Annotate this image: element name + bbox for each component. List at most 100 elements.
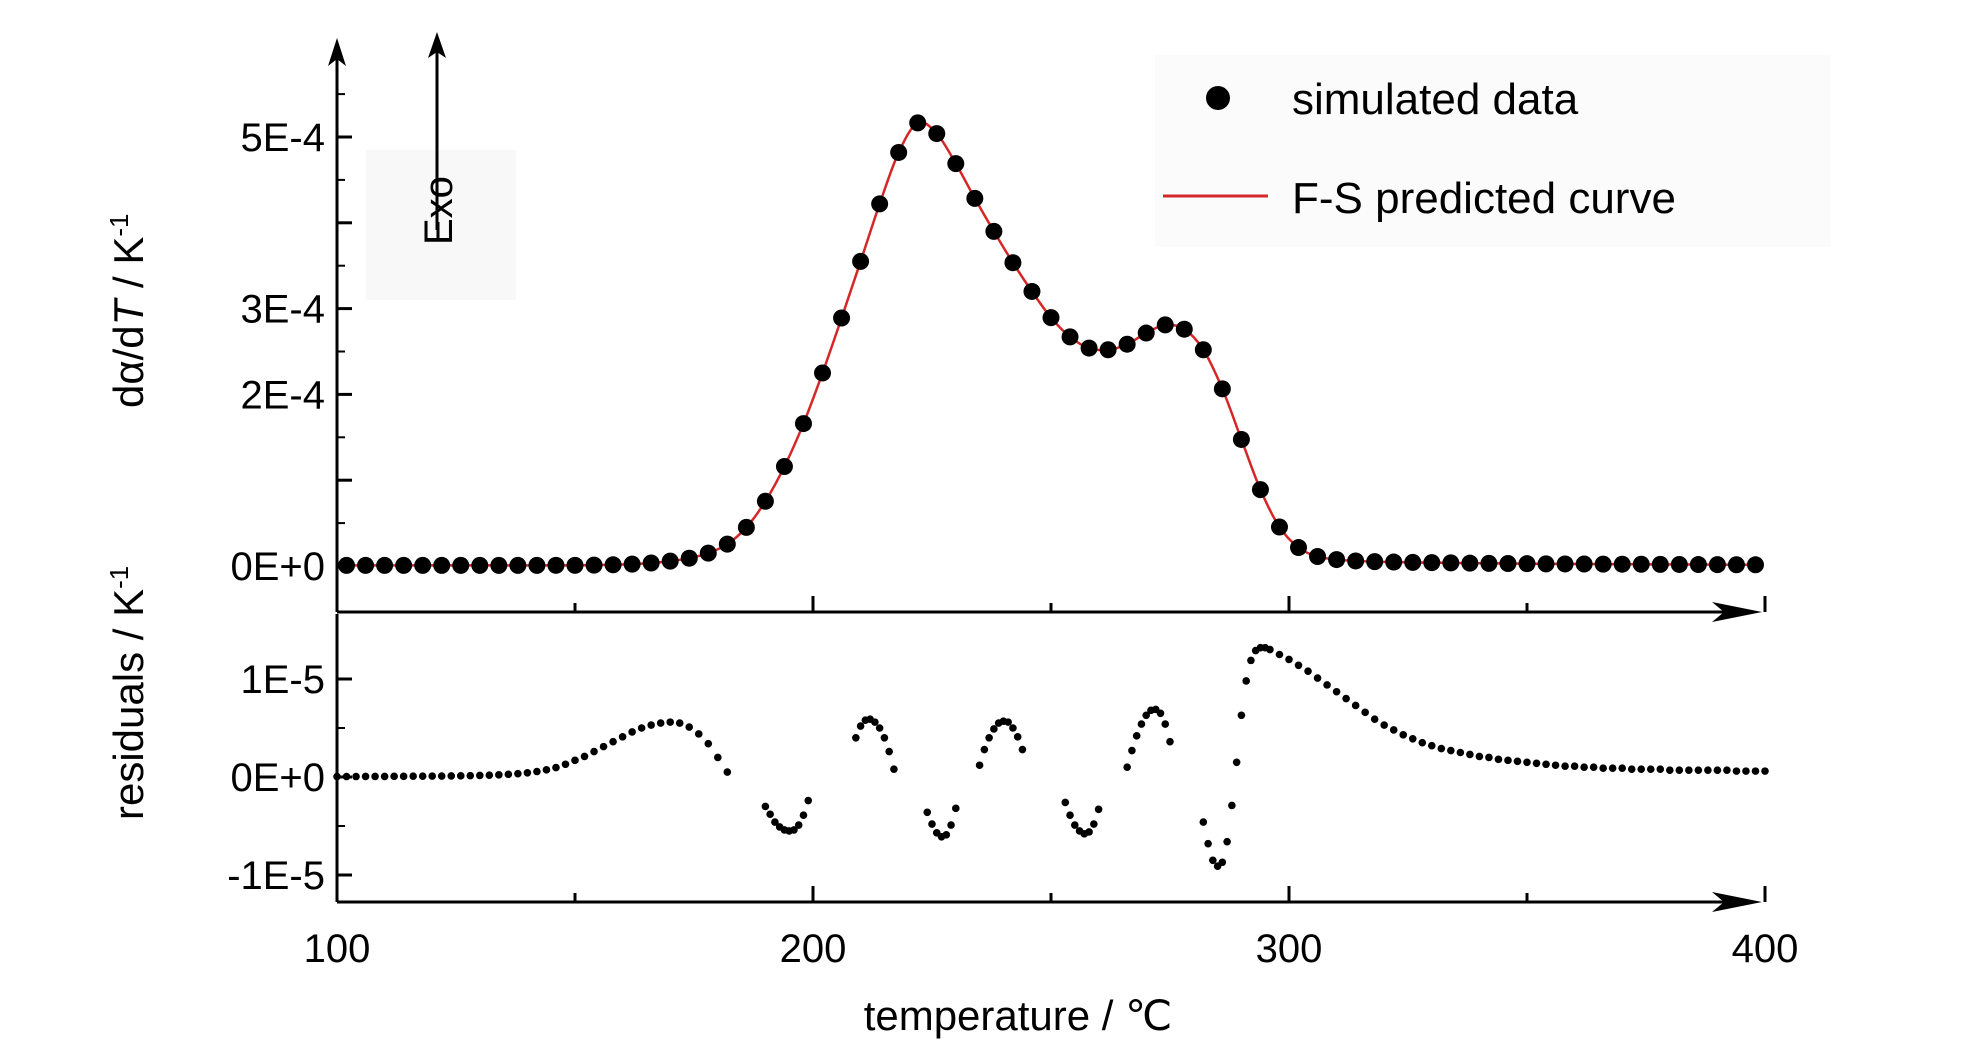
residual-point <box>1090 820 1098 828</box>
residual-point <box>856 722 865 730</box>
residual-point <box>437 772 446 780</box>
simulated-data-point <box>1004 254 1022 272</box>
simulated-data-point <box>452 556 470 574</box>
residual-point <box>1732 767 1741 775</box>
residual-point <box>928 820 936 828</box>
residual-point <box>618 733 627 741</box>
simulated-data-point <box>1061 328 1079 346</box>
simulated-data-point <box>718 535 736 553</box>
residual-point <box>1513 757 1522 766</box>
residual-point <box>880 734 889 742</box>
residual-point <box>947 821 955 829</box>
residual-point <box>1313 674 1322 682</box>
residual-point <box>1646 765 1655 773</box>
residual-point <box>456 772 465 780</box>
residual-point <box>1323 681 1331 689</box>
residual-point <box>1761 767 1769 775</box>
residual-point <box>1742 767 1750 775</box>
residual-point <box>1561 762 1569 771</box>
exo-arrow-head-icon <box>428 32 446 58</box>
residual-point <box>1066 811 1074 820</box>
residual-point <box>761 802 770 811</box>
residual-point <box>599 742 608 751</box>
residual-point <box>1608 764 1617 772</box>
residual-point <box>1666 766 1674 774</box>
legend-label-simulated-data: simulated data <box>1292 75 1579 124</box>
residual-point <box>1242 677 1250 685</box>
residual-point <box>523 768 532 777</box>
residual-point <box>1161 720 1170 728</box>
residual-point <box>1713 766 1722 774</box>
residual-point <box>1209 856 1217 865</box>
simulated-data-point <box>547 556 565 574</box>
simulated-data-point <box>433 556 451 574</box>
simulated-data-point <box>1442 554 1460 572</box>
residual-point <box>1166 737 1174 746</box>
simulated-data-point <box>490 556 508 574</box>
residual-point <box>1589 763 1598 771</box>
simulated-data-point <box>357 556 375 574</box>
residual-point <box>1123 763 1131 771</box>
top-y-tick-label: 3E-4 <box>241 288 326 332</box>
residual-point <box>1370 715 1379 723</box>
residual-point <box>590 747 598 756</box>
residual-point <box>1380 721 1388 729</box>
simulated-data-point <box>1270 518 1288 536</box>
residual-point <box>1599 764 1607 772</box>
simulated-data-point <box>1461 554 1479 572</box>
simulated-data-point <box>947 155 965 173</box>
simulated-data-point <box>1689 556 1707 574</box>
simulated-data-point <box>1366 553 1384 571</box>
x-tick-label: 200 <box>780 927 847 971</box>
simulated-data-point <box>1023 282 1041 300</box>
residual-point <box>685 723 694 731</box>
residual-point <box>1694 766 1703 774</box>
residual-point <box>975 761 984 770</box>
residual-point <box>1437 744 1446 753</box>
residual-point <box>1294 661 1303 670</box>
legend: simulated data F-S predicted curve <box>1163 75 1676 223</box>
legend-label-fs-predicted: F-S predicted curve <box>1292 174 1676 223</box>
residual-point <box>666 718 674 726</box>
residual-point <box>1137 720 1146 728</box>
residual-point <box>1466 750 1474 759</box>
residual-point <box>694 730 703 738</box>
simulated-data-point <box>680 549 698 567</box>
simulated-data-point <box>1499 555 1517 573</box>
residual-point <box>628 728 636 736</box>
residual-point <box>1399 731 1408 739</box>
simulated-data-series <box>338 114 1764 574</box>
residual-point <box>485 771 494 779</box>
simulated-data-point <box>928 125 946 143</box>
residual-point <box>399 772 408 781</box>
residual-point <box>1156 709 1165 718</box>
residual-point <box>852 734 860 742</box>
simulated-data-point <box>1194 341 1212 359</box>
residual-point <box>1428 741 1436 750</box>
simulated-data-point <box>871 195 889 213</box>
residual-point <box>609 737 617 746</box>
exo-label: Exo <box>417 176 461 245</box>
top-y-tick-label: 2E-4 <box>241 373 326 417</box>
simulated-data-point <box>1651 555 1669 573</box>
top-ylabel: dα/dT / K-1 <box>104 214 152 408</box>
residual-point <box>1228 801 1236 810</box>
annotation-box <box>366 150 516 300</box>
residual-point <box>1361 708 1369 717</box>
residual-point <box>571 756 579 765</box>
simulated-data-point <box>737 518 755 536</box>
simulated-data-point <box>1309 547 1327 565</box>
residual-point <box>885 747 893 756</box>
residual-point <box>871 718 879 726</box>
simulated-data-point <box>1099 341 1117 359</box>
residual-point <box>804 796 813 805</box>
residual-point <box>1013 733 1022 741</box>
residual-point <box>542 766 551 774</box>
simulated-data-point <box>585 556 603 574</box>
residual-point <box>985 734 993 742</box>
simulated-data-point <box>814 364 832 382</box>
simulated-data-point <box>1727 556 1745 574</box>
residual-point <box>1351 701 1360 710</box>
residual-point <box>342 772 351 781</box>
simulated-data-point <box>566 556 584 574</box>
